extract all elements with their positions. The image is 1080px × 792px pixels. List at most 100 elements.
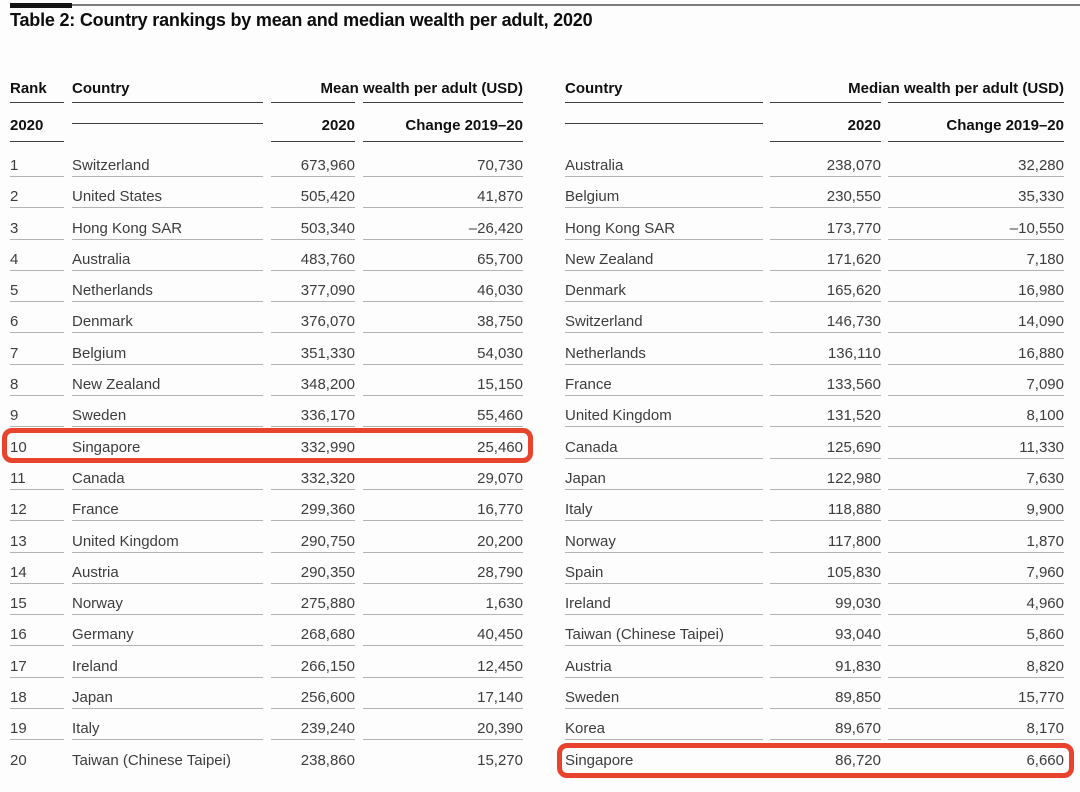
table-row: 6 Denmark 376,070 38,750 xyxy=(10,312,523,343)
change-2019-20-cell: 29,070 xyxy=(363,469,523,490)
change-2019-20-cell: –26,420 xyxy=(363,219,523,240)
rank-cell: 10 xyxy=(10,438,64,459)
table-row: Australia 238,070 32,280 xyxy=(565,156,1064,187)
rank-cell: 8 xyxy=(10,375,64,397)
country-cell: United States xyxy=(72,187,263,209)
change-2019-20-cell: 14,090 xyxy=(888,312,1064,334)
wealth-2020-cell: 146,730 xyxy=(770,312,881,334)
rank-cell: 1 xyxy=(10,156,64,177)
col-header-country: Country xyxy=(565,80,763,103)
wealth-2020-cell: 275,880 xyxy=(271,594,355,616)
table-row: 4 Australia 483,760 65,700 xyxy=(10,250,523,281)
change-2019-20-cell: 7,630 xyxy=(888,469,1064,490)
wealth-2020-cell: 299,360 xyxy=(271,500,355,522)
change-2019-20-cell: 55,460 xyxy=(363,406,523,428)
table-row: 9 Sweden 336,170 55,460 xyxy=(10,406,523,437)
country-cell: Belgium xyxy=(72,344,263,365)
rank-cell: 18 xyxy=(10,688,64,710)
table-row: 18 Japan 256,600 17,140 xyxy=(10,688,523,719)
rank-cell: 14 xyxy=(10,563,64,584)
change-2019-20-cell: 15,770 xyxy=(888,688,1064,710)
wealth-2020-cell: 376,070 xyxy=(271,312,355,334)
table-row: 3 Hong Kong SAR 503,340 –26,420 xyxy=(10,219,523,250)
table-row: 14 Austria 290,350 28,790 xyxy=(10,563,523,594)
table-row: 20 Taiwan (Chinese Taipei) 238,860 15,270 xyxy=(10,751,523,782)
table-row: Singapore 86,720 6,660 xyxy=(557,742,1074,782)
wealth-2020-cell: 268,680 xyxy=(271,625,355,647)
change-2019-20-cell: 12,450 xyxy=(363,657,523,678)
table-row: France 133,560 7,090 xyxy=(565,375,1064,406)
rank-cell: 20 xyxy=(10,751,27,769)
col-subheader-spacer xyxy=(72,103,263,124)
country-cell: Canada xyxy=(72,469,263,490)
wealth-2020-cell: 239,240 xyxy=(271,719,355,741)
median-wealth-table: Country Median wealth per adult (USD) 20… xyxy=(557,79,1074,782)
change-2019-20-cell: 7,180 xyxy=(888,250,1064,271)
rank-cell: 2 xyxy=(10,187,64,209)
change-2019-20-cell: 7,960 xyxy=(888,563,1064,584)
table-row: Ireland 99,030 4,960 xyxy=(565,594,1064,625)
change-2019-20-cell: 8,100 xyxy=(888,406,1064,428)
change-2019-20-cell: 16,880 xyxy=(888,344,1064,365)
wealth-2020-cell: 118,880 xyxy=(770,500,881,522)
wealth-2020-cell: 332,320 xyxy=(271,469,355,490)
change-2019-20-cell: 8,820 xyxy=(888,657,1064,678)
country-cell: Singapore xyxy=(72,438,263,459)
table-row: Canada 125,690 11,330 xyxy=(565,438,1064,469)
change-2019-20-cell: 7,090 xyxy=(888,375,1064,397)
col-subheader-spacer xyxy=(565,103,763,124)
table-row: Spain 105,830 7,960 xyxy=(565,563,1064,594)
wealth-2020-cell: 238,070 xyxy=(770,156,881,177)
country-cell: Austria xyxy=(565,657,763,678)
wealth-2020-cell: 125,690 xyxy=(770,438,881,459)
table-row: 19 Italy 239,240 20,390 xyxy=(10,719,523,750)
country-cell: Denmark xyxy=(72,312,263,334)
change-2019-20-cell: 15,150 xyxy=(363,375,523,397)
col-group-header-median-wealth: Median wealth per adult (USD) xyxy=(848,79,1064,97)
country-cell: Norway xyxy=(72,594,263,616)
change-2019-20-cell: 41,870 xyxy=(363,187,523,209)
rank-cell: 13 xyxy=(10,532,64,553)
wealth-2020-cell: 503,340 xyxy=(271,219,355,240)
wealth-2020-cell: 483,760 xyxy=(271,250,355,271)
wealth-2020-cell: 505,420 xyxy=(271,187,355,209)
rank-cell: 16 xyxy=(10,625,64,647)
rank-cell: 4 xyxy=(10,250,64,271)
change-2019-20-cell: 70,730 xyxy=(363,156,523,177)
change-2019-20-cell: 17,140 xyxy=(363,688,523,710)
change-2019-20-cell: 4,960 xyxy=(888,594,1064,616)
country-cell: Germany xyxy=(72,625,263,647)
col-header-spacer xyxy=(770,80,881,103)
rank-cell: 11 xyxy=(10,469,64,490)
country-cell: Spain xyxy=(565,563,763,584)
wealth-2020-cell: 136,110 xyxy=(770,344,881,365)
table-row: 17 Ireland 266,150 12,450 xyxy=(10,657,523,688)
wealth-2020-cell: 256,600 xyxy=(271,688,355,710)
table-row: 16 Germany 268,680 40,450 xyxy=(10,625,523,656)
wealth-2020-cell: 86,720 xyxy=(835,751,881,769)
country-cell: Canada xyxy=(565,438,763,459)
change-2019-20-cell: 35,330 xyxy=(888,187,1064,209)
table-row: Japan 122,980 7,630 xyxy=(565,469,1064,500)
wealth-2020-cell: 91,830 xyxy=(770,657,881,678)
table-row: Denmark 165,620 16,980 xyxy=(565,281,1064,312)
wealth-2020-cell: 377,090 xyxy=(271,281,355,303)
country-cell: Japan xyxy=(72,688,263,710)
change-2019-20-cell: 54,030 xyxy=(363,344,523,365)
wealth-2020-cell: 93,040 xyxy=(770,625,881,647)
rank-cell: 6 xyxy=(10,312,64,334)
mean-wealth-table: Rank Country Mean wealth per adult (USD)… xyxy=(2,80,533,782)
table-header-row: Rank Country Mean wealth per adult (USD) xyxy=(10,80,523,103)
col-header-spacer xyxy=(888,80,1064,103)
wealth-2020-cell: 336,170 xyxy=(271,406,355,428)
wealth-2020-cell: 238,860 xyxy=(300,751,355,769)
change-2019-20-cell: 1,870 xyxy=(888,532,1064,553)
change-2019-20-cell: 15,270 xyxy=(477,751,523,769)
table-row: Italy 118,880 9,900 xyxy=(565,500,1064,531)
table-row: 1 Switzerland 673,960 70,730 xyxy=(10,156,523,187)
table-row: 5 Netherlands 377,090 46,030 xyxy=(10,281,523,312)
table-row: Korea 89,670 8,170 xyxy=(565,719,1064,750)
country-cell: Italy xyxy=(72,719,263,741)
country-cell: Ireland xyxy=(565,594,763,616)
country-cell: Taiwan (Chinese Taipei) xyxy=(565,625,763,647)
